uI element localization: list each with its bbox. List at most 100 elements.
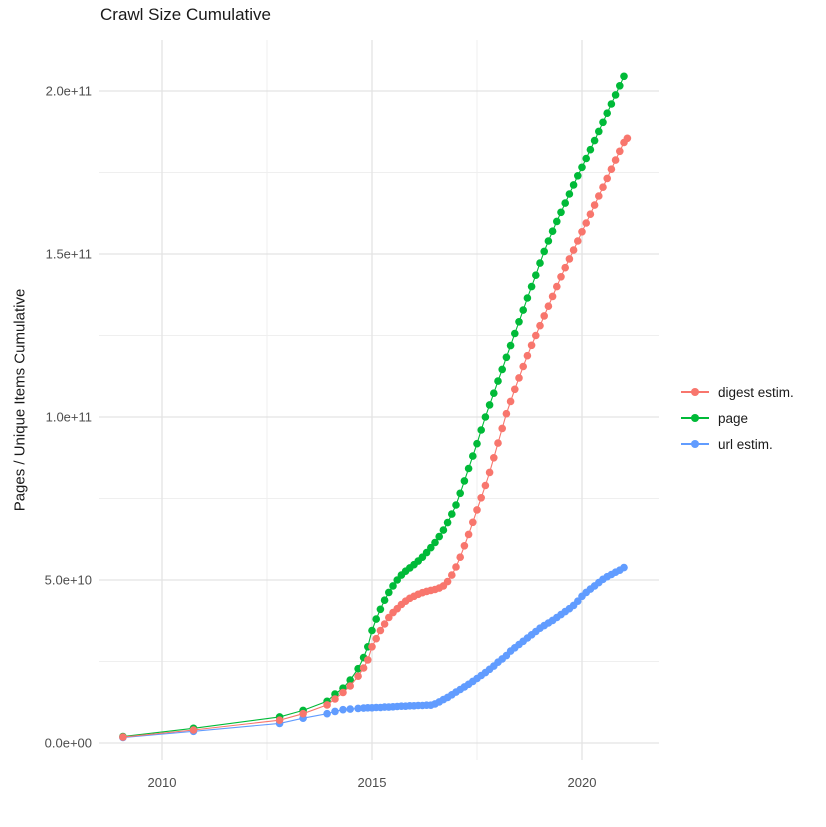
data-point xyxy=(477,426,486,434)
y-tick-label: 0.0e+00 xyxy=(45,736,92,751)
legend-item-url-estim: url estim. xyxy=(681,431,794,457)
data-point xyxy=(527,282,536,291)
data-point xyxy=(561,199,569,207)
x-tick-label: 2015 xyxy=(358,775,387,790)
data-point xyxy=(502,353,511,362)
data-point xyxy=(574,237,582,245)
data-point xyxy=(443,577,452,586)
data-point xyxy=(611,91,620,99)
data-point xyxy=(354,704,362,713)
legend-label: page xyxy=(718,410,749,426)
data-point xyxy=(427,543,435,552)
data-point xyxy=(523,294,532,302)
legend-item-digest-estim: digest estim. xyxy=(681,379,794,405)
data-point xyxy=(590,136,599,145)
data-point xyxy=(557,208,565,217)
data-point xyxy=(553,217,561,226)
data-point xyxy=(607,165,616,173)
data-point xyxy=(544,302,553,311)
data-point xyxy=(448,571,456,579)
data-point xyxy=(339,705,347,714)
data-point xyxy=(331,707,339,716)
data-point xyxy=(490,454,498,462)
data-point xyxy=(511,385,519,394)
x-tick-label: 2010 xyxy=(148,775,177,790)
data-point xyxy=(540,247,548,256)
data-point xyxy=(385,588,393,597)
data-point xyxy=(473,439,481,448)
data-point xyxy=(603,109,611,117)
data-point xyxy=(616,82,624,90)
data-point xyxy=(346,676,355,684)
legend-label: digest estim. xyxy=(718,384,794,400)
data-point xyxy=(452,501,460,509)
data-point xyxy=(460,477,469,485)
data-point xyxy=(477,494,486,502)
data-point xyxy=(456,553,465,561)
data-point xyxy=(464,464,473,473)
data-point xyxy=(578,228,586,236)
data-point xyxy=(553,282,561,291)
data-point xyxy=(452,563,460,571)
y-tick-label: 1.0e+11 xyxy=(46,410,92,425)
data-point xyxy=(372,615,381,623)
data-point xyxy=(586,145,595,154)
data-point xyxy=(515,318,523,326)
data-point xyxy=(275,716,284,724)
legend-key-icon xyxy=(681,437,709,451)
series-line-url-estim xyxy=(122,567,625,739)
data-point xyxy=(519,306,527,314)
data-point xyxy=(380,596,389,604)
data-point xyxy=(536,321,544,330)
data-point xyxy=(506,397,515,406)
data-point xyxy=(431,538,439,547)
data-point xyxy=(595,127,603,136)
data-point xyxy=(299,709,307,718)
legend-label: url estim. xyxy=(718,436,773,452)
data-point xyxy=(557,273,565,281)
data-point xyxy=(498,424,507,433)
data-point xyxy=(582,219,590,227)
data-point xyxy=(364,656,372,664)
data-point xyxy=(339,688,347,697)
data-point xyxy=(578,163,586,172)
data-point xyxy=(527,341,536,350)
data-point xyxy=(354,672,362,680)
gridlines-minor xyxy=(99,40,659,760)
data-point xyxy=(448,510,456,518)
data-point xyxy=(595,192,603,200)
legend-key-dot xyxy=(691,440,699,448)
data-point xyxy=(599,118,607,127)
data-point xyxy=(603,174,611,183)
data-point xyxy=(481,481,490,490)
data-point xyxy=(623,134,632,143)
data-point xyxy=(119,733,127,741)
data-point xyxy=(439,526,448,534)
data-point xyxy=(443,518,452,527)
data-point xyxy=(548,227,557,235)
data-point xyxy=(189,726,198,734)
data-point xyxy=(590,201,599,209)
data-point xyxy=(460,542,469,550)
data-point xyxy=(372,634,381,643)
legend-key-dot xyxy=(691,388,699,396)
data-point xyxy=(485,401,494,409)
legend-item-page: page xyxy=(681,405,794,431)
data-point xyxy=(506,341,515,350)
data-point xyxy=(599,183,607,191)
gridlines-major xyxy=(99,40,659,760)
y-tick-label: 5.0e+10 xyxy=(45,573,92,588)
legend-key-dot xyxy=(691,414,699,422)
data-point xyxy=(323,709,331,718)
data-point xyxy=(519,362,527,371)
data-point xyxy=(586,210,595,218)
data-point xyxy=(532,271,540,280)
axis-tick-labels: 0.0e+00 5.0e+10 1.0e+11 1.5e+11 2.0e+11 2010 2… xyxy=(45,84,597,791)
series-url-estim xyxy=(119,563,628,742)
data-point xyxy=(511,329,519,338)
data-point xyxy=(607,100,616,108)
data-point xyxy=(368,643,376,651)
data-point xyxy=(481,413,490,421)
data-point xyxy=(359,664,368,672)
